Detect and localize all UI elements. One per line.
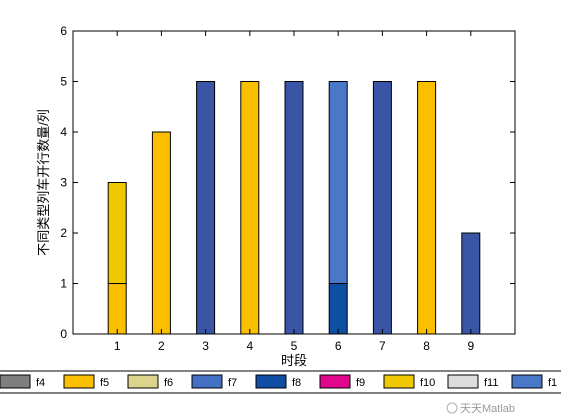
x-tick-label: 7: [379, 339, 386, 353]
legend-label-f8: f8: [292, 377, 301, 389]
x-axis: 1 2 3 4 5 6 7 8 9: [114, 31, 474, 353]
watermark-text: 天天Matlab: [460, 403, 515, 415]
bar-f13-9: [461, 232, 481, 335]
x-tick-label: 4: [246, 339, 253, 353]
y-tick-label: 1: [60, 277, 67, 291]
y-tick-label: 3: [60, 176, 67, 190]
legend-swatch-f7: [191, 374, 223, 389]
x-tick-label: 5: [291, 339, 298, 353]
legend-label-f7: f7: [228, 377, 237, 389]
legend-label-f1: f1: [548, 377, 557, 389]
legend-label-f10: f10: [420, 377, 435, 389]
x-tick-label: 3: [202, 339, 209, 353]
bar-f5-8: [417, 81, 437, 335]
legend-label-f4: f4: [36, 377, 45, 389]
legend: f4 f5 f6 f7 f8 f9 f10 f11 f1: [0, 370, 561, 394]
bar-f13-3: [196, 81, 216, 335]
y-tick-label: 6: [60, 24, 67, 38]
x-tick-label: 6: [335, 339, 342, 353]
legend-swatch-f10: [383, 374, 415, 389]
legend-swatch-f8: [255, 374, 287, 389]
legend-swatch-f5: [63, 374, 95, 389]
bar-f5-2: [151, 131, 171, 335]
legend-swatch-f1: [511, 374, 543, 389]
wechat-icon: [446, 402, 458, 414]
bar-f5-1: [107, 283, 127, 335]
legend-swatch-f6: [127, 374, 159, 389]
bars-group: [107, 81, 481, 335]
legend-label-f11: f11: [484, 377, 498, 389]
x-tick-label: 1: [114, 339, 121, 353]
bar-f13-7: [372, 81, 392, 335]
y-axis-title: 不同类型列车开行数量/列: [36, 109, 51, 256]
x-tick-label: 8: [423, 339, 430, 353]
y-axis: 0 1 2 3 4 5 6: [60, 24, 515, 341]
bar-f12-6: [328, 81, 348, 284]
watermark: 天天Matlab: [446, 402, 515, 415]
x-tick-label: 9: [467, 339, 474, 353]
legend-label-f5: f5: [100, 377, 109, 389]
bar-f8-6: [328, 283, 348, 335]
bar-f13-5: [284, 81, 304, 335]
bar-f5-4: [240, 81, 260, 335]
x-tick-label: 2: [158, 339, 165, 353]
bar-f10-1: [107, 182, 127, 284]
y-tick-label: 0: [60, 327, 67, 341]
legend-label-f6: f6: [164, 377, 173, 389]
legend-label-f9: f9: [356, 377, 365, 389]
y-tick-label: 5: [60, 75, 67, 89]
x-axis-title: 时段: [281, 353, 307, 368]
legend-swatch-f11: [447, 374, 479, 389]
y-tick-label: 4: [60, 125, 67, 139]
y-tick-label: 2: [60, 226, 67, 240]
legend-swatch-f4: [0, 374, 31, 389]
legend-swatch-f9: [319, 374, 351, 389]
